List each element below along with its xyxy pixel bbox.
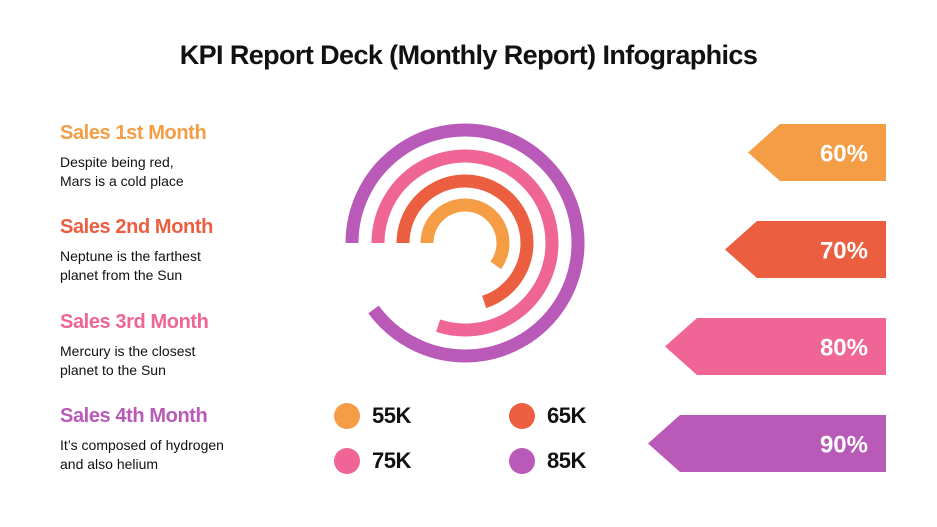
legend-value: 55K: [372, 403, 411, 428]
item-title: Sales 3rd Month: [60, 311, 209, 333]
percent-label: 70%: [820, 238, 868, 265]
page-title: KPI Report Deck (Monthly Report) Infogra…: [179, 40, 758, 70]
item-description: Neptune is the farthest planet from the S…: [60, 247, 280, 285]
legend-value: 85K: [547, 448, 586, 473]
desc-line: Mars is a cold place: [60, 173, 184, 189]
legend-item-1: 55K: [334, 403, 411, 429]
progress-arc: [345, 123, 585, 363]
legend-item-2: 65K: [509, 403, 586, 429]
percent-tag: [725, 221, 886, 278]
legend-dot: [334, 448, 360, 474]
item-description: Despite being red, Mars is a cold place: [60, 153, 280, 191]
item-title: Sales 2nd Month: [60, 216, 213, 238]
progress-arc: [420, 198, 510, 270]
progress-arc: [396, 174, 534, 309]
percent-label: 90%: [820, 432, 868, 459]
legend-dot: [334, 403, 360, 429]
desc-line: Mercury is the closest: [60, 343, 196, 359]
percent-label: 80%: [820, 335, 868, 362]
desc-line: and also helium: [60, 456, 159, 472]
desc-line: planet to the Sun: [60, 362, 166, 378]
item-title: Sales 1st Month: [60, 122, 207, 144]
legend-value: 65K: [547, 403, 586, 428]
legend-item-4: 85K: [509, 448, 586, 474]
percent-tag: [665, 318, 886, 375]
sales-item-1: Sales 1st Month Despite being red, Mars i…: [60, 121, 320, 191]
item-description: It’s composed of hydrogen and also helium: [60, 436, 280, 474]
sales-item-4: Sales 4th Month It’s composed of hydroge…: [60, 404, 320, 474]
progress-arc: [371, 149, 559, 337]
legend-value: 75K: [372, 448, 411, 473]
percent-tag: [748, 124, 886, 181]
item-title: Sales 4th Month: [60, 405, 208, 427]
legend-dot: [509, 448, 535, 474]
sales-item-3: Sales 3rd Month Mercury is the closest pl…: [60, 310, 320, 380]
legend-dot: [509, 403, 535, 429]
legend-item-3: 75K: [334, 448, 411, 474]
sales-item-2: Sales 2nd Month Neptune is the farthest p…: [60, 215, 320, 285]
desc-line: It’s composed of hydrogen: [60, 437, 224, 453]
desc-line: planet from the Sun: [60, 267, 183, 283]
desc-line: Despite being red,: [60, 154, 174, 170]
percent-tag: [648, 415, 886, 472]
desc-line: Neptune is the farthest: [60, 248, 201, 264]
percent-label: 60%: [820, 141, 868, 168]
item-description: Mercury is the closest planet to the Sun: [60, 342, 280, 380]
